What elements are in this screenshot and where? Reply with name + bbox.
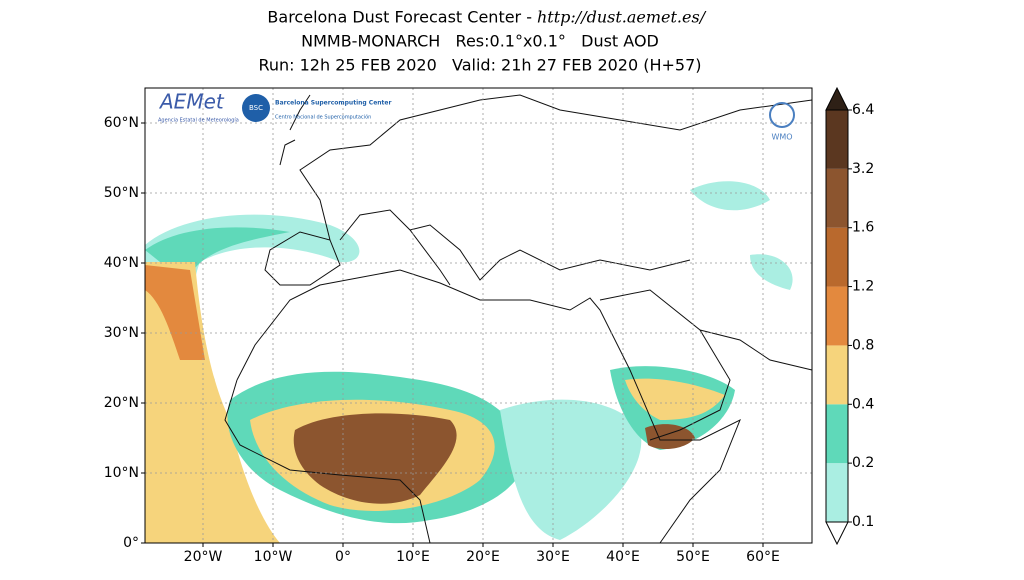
lon-tick-label: 20°E [466,549,500,565]
bsc-logo [242,94,270,122]
colorbar-label: 1.6 [852,220,874,236]
lon-tick-label: 10°E [396,549,430,565]
colorbar-label: 0.8 [852,337,874,353]
colorbar-segment [826,345,848,405]
lat-tick-label: 60°N [104,115,139,131]
bsc-name: Barcelona Supercomputing Center [275,100,391,107]
bsc-logo-text: BSC [249,104,263,112]
colorbar-under [825,521,849,546]
colorbar-label: 6.4 [852,102,874,118]
lon-tick-label: 10°W [254,549,293,565]
colorbar-segment [826,463,848,522]
lat-tick-label: 30°N [104,325,139,341]
lon-tick-label: 0° [335,549,351,565]
dust-field [145,265,205,360]
lat-tick-label: 20°N [104,395,139,411]
map [144,87,813,544]
colorbar-frame [825,109,849,523]
lat-tick-label: 50°N [104,185,139,201]
coastline [599,289,813,441]
colorbar-segment [826,286,848,346]
colorbar-over [825,86,849,111]
lat-tick-label: 0° [123,535,139,551]
coastline [279,94,311,166]
dust-field [500,399,642,540]
aemet-logo: AEMet [158,90,225,114]
colorbar-label: 0.2 [852,455,874,471]
colorbar-label: 3.2 [852,161,874,177]
dust-field [293,413,457,504]
map-frame [144,87,813,544]
lon-tick-label: 60°E [746,549,780,565]
aemet-subtitle: Agencia Estatal de Meteorología [158,117,239,124]
title: Barcelona Dust Forecast Center - [267,8,532,27]
colorbar-segment [826,168,848,228]
wmo-label: WMO [771,133,792,142]
lon-tick-label: 50°E [676,549,710,565]
colorbar-segment [826,227,848,287]
coastline [236,269,741,544]
dust-field [625,378,725,420]
colorbar-segment [826,404,848,464]
dust-field [145,227,290,270]
dust-field [645,424,695,450]
colorbar-label: 1.2 [852,279,874,295]
title-url: http://dust.aemet.es/ [537,8,707,27]
run-line: Run: 12h 25 FEB 2020 Valid: 21h 27 FEB 2… [258,56,701,75]
colorbar-segment [826,110,848,169]
colorbar-label: 0.4 [852,396,874,412]
model-line: NMMB-MONARCH Res:0.1°x0.1° Dust AOD [301,32,659,51]
coastline [224,379,431,544]
lon-tick-label: 30°E [536,549,570,565]
lat-tick-label: 10°N [104,465,139,481]
coastline [264,94,813,286]
colorbar-label: 0.1 [852,514,874,530]
lon-tick-label: 20°W [184,549,223,565]
lat-tick-label: 40°N [104,255,139,271]
bsc-subtitle: Centro Nacional de Supercomputación [275,114,371,121]
lon-tick-label: 40°E [606,549,640,565]
wmo-logo [769,102,795,128]
logos: AEMet Agencia Estatal de Meteorología BS… [158,90,795,142]
